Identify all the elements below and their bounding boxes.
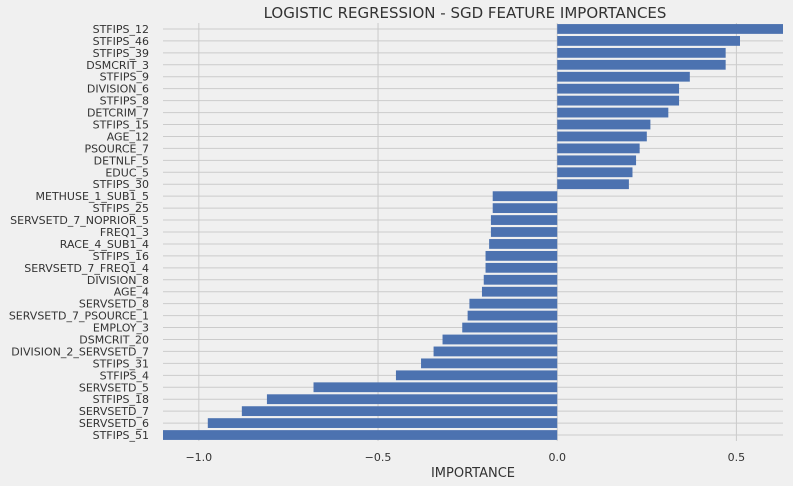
bar-stfips-51 <box>163 430 558 440</box>
y-tick-label: STFIPS_9 <box>100 71 149 84</box>
y-tick-label: DETCRIM_7 <box>87 107 149 120</box>
bar-stfips-39 <box>557 47 726 58</box>
bar-stfips-12 <box>557 24 783 34</box>
bar-psource-7 <box>557 143 640 154</box>
bar-stfips-25 <box>492 203 558 214</box>
y-tick-label: DETNLF_5 <box>94 154 149 167</box>
bar-servsetd-7-psource-1 <box>467 310 558 321</box>
y-tick-label: DSMCRIT_3 <box>86 59 149 72</box>
y-tick-label: FREQ1_3 <box>100 226 149 239</box>
y-tick-label: EMPLOY_3 <box>93 322 149 335</box>
bar-race-4-sub1-4 <box>489 239 558 249</box>
bar-age-4 <box>481 286 558 297</box>
bar-educ-5 <box>557 167 633 178</box>
bar-servsetd-7 <box>241 406 558 417</box>
bar-stfips-30 <box>557 179 629 190</box>
y-tick-label: SERVSETD_7 <box>79 405 149 418</box>
y-tick-label: AGE_4 <box>114 286 149 299</box>
y-tick-label: METHUSE_1_SUB1_5 <box>36 190 150 203</box>
y-tick-label: EDUC_5 <box>105 166 149 179</box>
bar-servsetd-6 <box>207 418 558 428</box>
bar-division-8 <box>483 274 558 285</box>
bar-stfips-4 <box>395 370 558 381</box>
y-tick-label: SERVSETD_7_NOPRIOR_5 <box>10 214 149 227</box>
bar-detnlf-5 <box>557 155 637 166</box>
y-tick-label: DSMCRIT_20 <box>79 333 149 346</box>
bar-servsetd-7-noprior-5 <box>490 215 558 225</box>
bar-dsmcrit-20 <box>442 334 558 345</box>
x-tick-label: 0.0 <box>548 451 566 464</box>
bar-stfips-16 <box>485 250 558 261</box>
y-tick-label: SERVSETD_6 <box>79 417 149 430</box>
y-tick-label: STFIPS_39 <box>93 47 149 60</box>
bar-dsmcrit-3 <box>557 59 726 70</box>
bar-stfips-9 <box>557 71 690 82</box>
y-tick-label: RACE_4_SUB1_4 <box>60 238 149 251</box>
bar-division-2-servsetd-7 <box>433 346 558 357</box>
y-tick-label: DIVISION_8 <box>87 274 149 287</box>
y-tick-label: AGE_12 <box>107 130 149 143</box>
bar-detcrim-7 <box>557 107 669 118</box>
y-tick-label: STFIPS_15 <box>93 119 149 132</box>
y-tick-label: SERVSETD_7_PSOURCE_1 <box>9 310 149 323</box>
bars-layer <box>163 24 783 440</box>
bar-freq1-3 <box>490 227 558 237</box>
bar-methuse-1-sub1-5 <box>492 191 558 202</box>
bar-servsetd-7-freq1-4 <box>485 262 558 273</box>
bar-stfips-15 <box>557 119 651 130</box>
y-tick-label: SERVSETD_7_FREQ1_4 <box>24 262 149 275</box>
y-tick-label: STFIPS_30 <box>93 178 149 191</box>
y-tick-label: SERVSETD_8 <box>79 298 149 311</box>
x-tick-label: 0.5 <box>728 451 746 464</box>
y-tick-label: STFIPS_18 <box>93 393 149 406</box>
y-tick-label: DIVISION_6 <box>87 83 149 96</box>
x-tick-label: −1.0 <box>185 451 212 464</box>
y-tick-label: STFIPS_46 <box>93 35 149 48</box>
y-tick-label: SERVSETD_5 <box>79 381 149 394</box>
bar-servsetd-8 <box>469 298 558 309</box>
bar-age-12 <box>557 131 647 142</box>
y-tick-label: STFIPS_12 <box>93 23 149 36</box>
bar-stfips-31 <box>421 358 558 369</box>
bar-division-6 <box>557 83 680 94</box>
y-tick-label: STFIPS_31 <box>93 357 149 370</box>
bar-stfips-46 <box>557 36 740 46</box>
bar-stfips-8 <box>557 95 680 106</box>
y-tick-label: STFIPS_51 <box>93 429 149 442</box>
y-tick-label: DIVISION_2_SERVSETD_7 <box>11 345 149 358</box>
x-tick-label: −0.5 <box>365 451 392 464</box>
y-tick-label: STFIPS_4 <box>100 369 149 382</box>
y-tick-label: STFIPS_25 <box>93 202 149 215</box>
y-tick-label: STFIPS_8 <box>100 95 149 108</box>
x-axis-label: IMPORTANCE <box>431 466 515 481</box>
y-tick-labels: STFIPS_12STFIPS_46STFIPS_39DSMCRIT_3STFI… <box>9 23 149 442</box>
bar-stfips-18 <box>266 394 558 405</box>
y-tick-label: PSOURCE_7 <box>84 142 149 155</box>
y-tick-label: STFIPS_16 <box>93 250 149 263</box>
bar-employ-3 <box>462 322 558 333</box>
chart-title: LOGISTIC REGRESSION - SGD FEATURE IMPORT… <box>264 4 667 22</box>
x-tick-labels: −1.0 −0.5 0.0 0.5 <box>185 451 745 464</box>
bar-servsetd-5 <box>313 382 558 393</box>
